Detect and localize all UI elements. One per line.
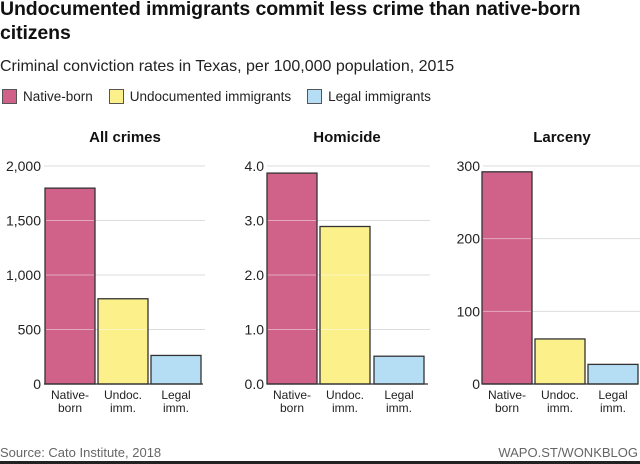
y-tick-label: 300 bbox=[457, 158, 481, 174]
y-tick-label: 0 bbox=[33, 376, 41, 392]
credit: WAPO.ST/WONKBLOG bbox=[498, 445, 638, 460]
y-tick-label: 2,000 bbox=[6, 158, 41, 174]
panel-title: Homicide bbox=[313, 129, 381, 146]
y-tick-label: 1,000 bbox=[6, 267, 41, 283]
bar-native-born bbox=[44, 187, 96, 385]
bar-undocumented bbox=[319, 225, 371, 385]
x-tick-label: Undoc. bbox=[326, 388, 364, 402]
x-tick-label: Undoc. bbox=[541, 388, 579, 402]
y-tick-label: 1,500 bbox=[6, 213, 41, 229]
bar-legal bbox=[587, 363, 639, 385]
x-tick-label: imm. bbox=[600, 401, 626, 415]
legend-label: Legal immigrants bbox=[328, 89, 431, 104]
y-tick-label: 500 bbox=[18, 322, 42, 338]
source-note: Source: Cato Institute, 2018 bbox=[0, 445, 162, 460]
legend-swatch bbox=[108, 89, 124, 104]
y-tick-label: 0.0 bbox=[245, 376, 265, 392]
x-tick-label: Native- bbox=[51, 388, 89, 402]
legend: Native-born Undocumented immigrants Lega… bbox=[2, 89, 447, 104]
panel-title: Larceny bbox=[533, 129, 591, 146]
x-tick-label: born bbox=[58, 401, 82, 415]
bar-native-born bbox=[266, 172, 318, 385]
chart-title: Undocumented immigrants commit less crim… bbox=[0, 0, 581, 44]
legend-item-native-born: Native-born bbox=[2, 89, 93, 104]
x-tick-label: Legal bbox=[161, 388, 190, 402]
x-tick-label: imm. bbox=[110, 401, 136, 415]
y-tick-label: 1.0 bbox=[245, 322, 265, 338]
x-tick-label: born bbox=[495, 401, 519, 415]
x-tick-label: Native- bbox=[488, 388, 526, 402]
x-tick-label: Legal bbox=[598, 388, 627, 402]
y-tick-label: 3.0 bbox=[245, 213, 265, 229]
y-tick-label: 100 bbox=[457, 303, 481, 319]
y-tick-label: 2.0 bbox=[245, 267, 265, 283]
y-tick-label: 200 bbox=[457, 231, 481, 247]
bar-native-born bbox=[481, 171, 533, 385]
chart-subtitle: Criminal conviction rates in Texas, per … bbox=[0, 58, 455, 75]
x-tick-label: born bbox=[280, 401, 304, 415]
legend-item-undocumented: Undocumented immigrants bbox=[108, 89, 292, 104]
panel-title: All crimes bbox=[89, 129, 161, 146]
x-tick-label: Undoc. bbox=[104, 388, 142, 402]
bar-undocumented bbox=[97, 298, 149, 385]
x-tick-label: imm. bbox=[332, 401, 358, 415]
y-tick-label: 0 bbox=[472, 376, 480, 392]
x-tick-label: Native- bbox=[273, 388, 311, 402]
legend-label: Undocumented immigrants bbox=[129, 89, 292, 104]
x-tick-label: imm. bbox=[386, 401, 412, 415]
bar-legal bbox=[373, 355, 425, 385]
x-tick-label: imm. bbox=[547, 401, 573, 415]
legend-label: Native-born bbox=[23, 89, 93, 104]
legend-swatch bbox=[2, 89, 17, 104]
y-tick-label: 4.0 bbox=[245, 158, 265, 174]
x-tick-label: Legal bbox=[384, 388, 413, 402]
bottom-rule bbox=[0, 461, 640, 464]
x-tick-label: imm. bbox=[163, 401, 189, 415]
bar-undocumented bbox=[534, 338, 586, 385]
bar-legal bbox=[150, 354, 202, 385]
legend-item-legal: Legal immigrants bbox=[307, 89, 431, 104]
legend-swatch bbox=[307, 89, 323, 104]
